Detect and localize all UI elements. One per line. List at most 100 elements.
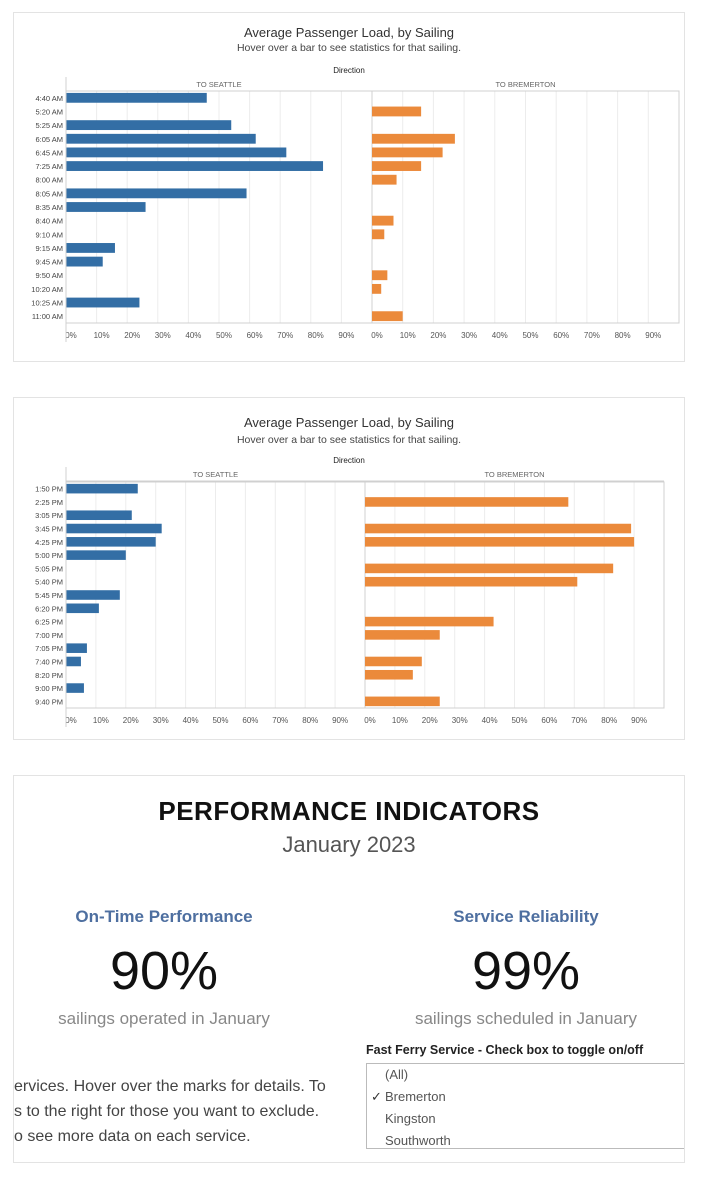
y-category-label: 6:25 PM xyxy=(35,618,63,627)
bar[interactable] xyxy=(66,656,81,667)
plot-frame xyxy=(371,90,680,324)
x-tick-label: 0% xyxy=(65,716,77,725)
bar-chart-afternoon[interactable]: TO SEATTLE 0% 10% 20% 30% 40% 50% 60% 70% 80% 90% T… xyxy=(14,398,685,740)
bar[interactable] xyxy=(66,202,146,212)
performance-panel: PERFORMANCE INDICATORS January 2023 On-T… xyxy=(13,775,685,1163)
bar[interactable] xyxy=(66,550,126,560)
bar[interactable] xyxy=(66,256,103,267)
facet-header: TO BREMERTON xyxy=(495,80,555,89)
bar[interactable] xyxy=(66,243,115,253)
filter-option-kingston[interactable]: Kingston xyxy=(385,1111,436,1126)
bar[interactable] xyxy=(66,523,162,534)
bar[interactable] xyxy=(66,510,132,521)
bar[interactable] xyxy=(365,576,578,587)
y-category-label: 5:45 PM xyxy=(35,591,63,600)
x-tick-label: 80% xyxy=(302,716,318,725)
bar[interactable] xyxy=(365,497,569,507)
bar[interactable] xyxy=(372,215,394,226)
y-category-label: 9:15 AM xyxy=(35,244,63,253)
y-category-label: 3:05 PM xyxy=(35,511,63,520)
kpi-label-reliability: Service Reliability xyxy=(453,907,599,926)
y-category-label: 8:00 AM xyxy=(35,176,63,185)
kpi-value-reliability[interactable]: 99% xyxy=(471,941,581,1001)
bar[interactable] xyxy=(66,188,247,199)
y-category-label: 7:05 PM xyxy=(35,644,63,653)
bar[interactable] xyxy=(365,537,635,547)
y-category-label: 7:00 PM xyxy=(35,631,63,640)
bar[interactable] xyxy=(66,603,99,614)
bar[interactable] xyxy=(372,270,388,281)
bar[interactable] xyxy=(66,120,232,131)
plot-frame xyxy=(364,481,665,709)
y-category-label: 11:00 AM xyxy=(32,312,63,321)
x-tick-label: 80% xyxy=(615,331,631,340)
kpi-value-on-time[interactable]: 90% xyxy=(109,941,219,1001)
y-category-label: 8:05 AM xyxy=(35,189,63,198)
chart-subtitle: Hover over a bar to see statistics for t… xyxy=(236,42,462,54)
bar[interactable] xyxy=(372,106,422,117)
bar[interactable] xyxy=(365,696,440,707)
bar[interactable] xyxy=(365,523,632,534)
bar[interactable] xyxy=(66,483,138,494)
bar[interactable] xyxy=(365,669,413,680)
x-tick-label: 70% xyxy=(571,716,587,725)
x-tick-label: 60% xyxy=(541,716,557,725)
bar[interactable] xyxy=(66,133,256,144)
y-category-label: 6:45 AM xyxy=(35,148,63,157)
y-category-label: 5:00 PM xyxy=(35,551,63,560)
filter-option-all[interactable]: (All) xyxy=(385,1067,409,1082)
x-tick-label: 40% xyxy=(482,716,498,725)
x-tick-label: 40% xyxy=(492,331,508,340)
x-tick-label: 0% xyxy=(65,331,77,340)
facet-header: TO BREMERTON xyxy=(484,470,544,479)
y-category-label: 4:40 AM xyxy=(35,94,63,103)
x-tick-label: 40% xyxy=(185,331,201,340)
bar[interactable] xyxy=(372,161,422,171)
description-line: o see more data on each service. xyxy=(14,1128,251,1145)
bar[interactable] xyxy=(372,174,397,185)
description-text: ervices. Hover over the marks for detail… xyxy=(14,1074,354,1149)
bar[interactable] xyxy=(66,297,140,308)
bar[interactable] xyxy=(372,283,382,294)
bar[interactable] xyxy=(66,92,207,103)
x-tick-label: 50% xyxy=(216,331,232,340)
bar[interactable] xyxy=(372,229,385,240)
bar[interactable] xyxy=(66,590,120,600)
filter-option-bremerton[interactable]: ✓ Bremerton xyxy=(371,1089,446,1104)
y-category-label: 5:40 PM xyxy=(35,578,63,587)
bar[interactable] xyxy=(365,563,614,574)
y-category-label: 9:00 PM xyxy=(35,684,63,693)
x-tick-label: 30% xyxy=(155,331,171,340)
description-line: ervices. Hover over the marks for detail… xyxy=(14,1078,326,1095)
y-category-label: 4:25 PM xyxy=(35,538,63,547)
x-tick-label: 60% xyxy=(242,716,258,725)
bar[interactable] xyxy=(66,537,156,547)
x-tick-label: 70% xyxy=(277,331,293,340)
bar[interactable] xyxy=(365,656,422,667)
x-tick-label: 70% xyxy=(584,331,600,340)
bar-chart-morning[interactable]: TO SEATTLE 0% 10% 20% 30% 40% 50% 60% 70% 80% 90% T… xyxy=(14,13,685,362)
chart-title: Average Passenger Load, by Sailing xyxy=(243,415,455,430)
bar[interactable] xyxy=(66,683,84,693)
bar[interactable] xyxy=(66,161,324,171)
x-tick-label: 0% xyxy=(364,716,376,725)
bar[interactable] xyxy=(365,616,494,627)
y-category-label: 9:45 AM xyxy=(35,258,63,267)
bar[interactable] xyxy=(66,147,287,158)
bar[interactable] xyxy=(365,630,440,640)
bar[interactable] xyxy=(66,643,87,653)
bar[interactable] xyxy=(372,147,443,158)
bar[interactable] xyxy=(372,133,455,144)
y-category-label: 10:25 AM xyxy=(31,299,63,308)
bar[interactable] xyxy=(372,311,403,322)
checkmark-icon[interactable]: ✓ xyxy=(371,1089,382,1104)
y-category-label: 5:05 PM xyxy=(35,564,63,573)
service-filter-list[interactable]: (All) ✓ Bremerton Kingston Southworth xyxy=(366,1063,684,1149)
y-category-label: 3:45 PM xyxy=(35,525,63,534)
chart-subtitle: Hover over a bar to see statistics for t… xyxy=(236,434,462,446)
x-tick-label: 50% xyxy=(212,716,228,725)
filter-option-southworth[interactable]: Southworth xyxy=(385,1133,451,1148)
x-tick-label: 20% xyxy=(422,716,438,725)
x-tick-label: 10% xyxy=(392,716,408,725)
x-tick-label: 30% xyxy=(452,716,468,725)
